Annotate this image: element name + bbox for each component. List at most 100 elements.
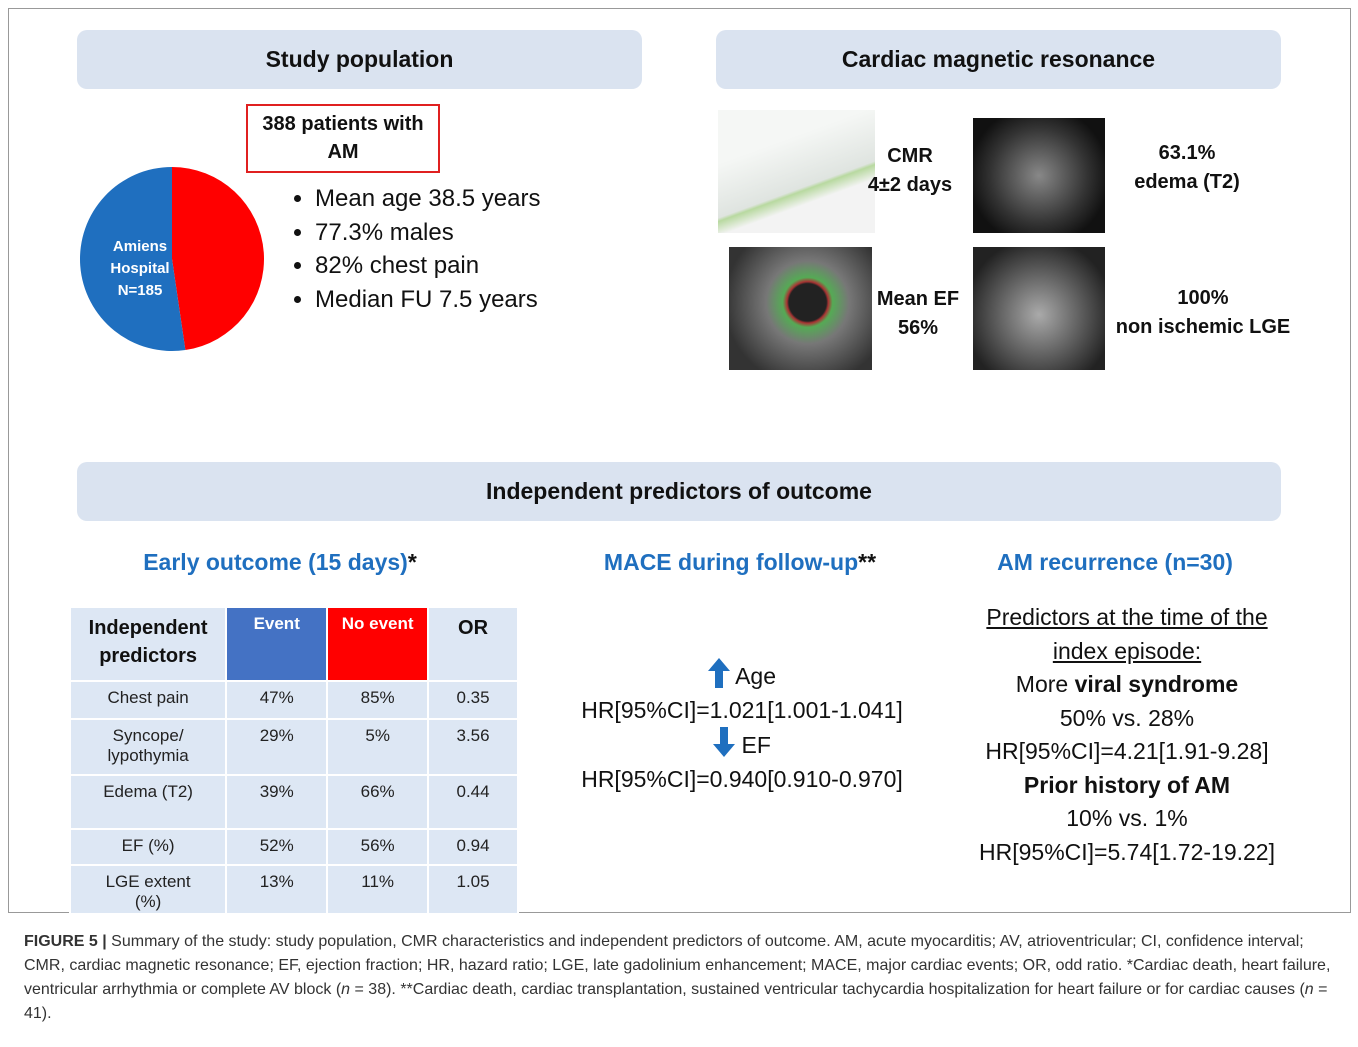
footnote-mark: ** <box>858 549 876 575</box>
cell-text: 52% <box>260 836 294 855</box>
line: EF <box>542 727 942 763</box>
table-row: Syncope/ lypothymia 29% 5% 3.56 <box>70 719 518 775</box>
caption-label: FIGURE 5 | <box>24 933 107 950</box>
bullet: Mean age 38.5 years <box>315 182 540 216</box>
cell-text: 56% <box>361 836 395 855</box>
category: Amiens Hospital <box>105 236 175 280</box>
subtitle-text: AM recurrence (n=30) <box>997 549 1233 575</box>
percentages: 50% vs. 28% <box>957 702 1297 736</box>
pie-label: ICPS HospitalN=203 <box>15 236 85 302</box>
value-label: N=185 <box>105 280 175 302</box>
cell-text: Edema (T2) <box>103 782 193 801</box>
page: Study population Cardiac magnetic resona… <box>0 0 1358 1047</box>
line: Mean EF <box>808 285 1028 314</box>
table-cell: 3.56 <box>428 719 518 775</box>
table-cell: 11% <box>327 865 428 914</box>
pie-slice <box>172 167 264 350</box>
cell-text: 1.05 <box>457 872 490 891</box>
cell-text: Syncope/ lypothymia <box>107 726 188 765</box>
cell-text: 5% <box>365 726 390 745</box>
cell-text: 0.35 <box>457 688 490 707</box>
cell-text: 11% <box>361 872 394 891</box>
subtitle: AM recurrence (n=30) <box>885 549 1345 576</box>
hazard-ratio: HR[95%CI]=4.21[1.91-9.28] <box>957 735 1297 769</box>
section-header: Study population <box>77 30 642 89</box>
cell-text: 29% <box>260 726 294 745</box>
cell-text: 47% <box>260 688 294 707</box>
pie-chart <box>70 160 280 360</box>
hazard-ratio: HR[95%CI]=0.940[0.910-0.970] <box>542 763 942 797</box>
percentages: 10% vs. 1% <box>957 802 1297 836</box>
down-arrow <box>713 727 735 757</box>
table-cell: EF (%) <box>70 829 226 865</box>
table-cell: 52% <box>226 829 327 865</box>
line: 63.1% <box>1077 139 1297 168</box>
text: More <box>1016 671 1075 697</box>
section-header: Cardiac magnetic resonance <box>716 30 1281 89</box>
cell-text: EF (%) <box>122 836 175 855</box>
caption-text: = 38). **Cardiac death, cardiac transpla… <box>350 981 1305 998</box>
cell-text: 0.94 <box>457 836 490 855</box>
cmr-label: 100%non ischemic LGE <box>1093 284 1313 342</box>
line: 100% <box>1093 284 1313 313</box>
line: 56% <box>808 314 1028 343</box>
mace-block: Age HR[95%CI]=1.021[1.001-1.041] EF HR[9… <box>542 658 942 796</box>
cell-text: 3.56 <box>457 726 490 745</box>
bullet: 82% chest pain <box>315 249 540 283</box>
value-label: N=203 <box>15 280 85 302</box>
cell-text: 0.44 <box>457 782 490 801</box>
line: edema (T2) <box>1077 168 1297 197</box>
section-header: Independent predictors of outcome <box>77 462 1281 521</box>
label: Age <box>735 663 776 689</box>
cell-text: 66% <box>361 782 395 801</box>
line: non ischemic LGE <box>1093 313 1313 342</box>
footnote-mark: * <box>408 549 417 575</box>
table-cell: 66% <box>327 775 428 829</box>
header-cell: Event <box>226 607 327 681</box>
caption: FIGURE 5 | Summary of the study: study p… <box>24 930 1336 1026</box>
table-cell: 13% <box>226 865 327 914</box>
header-cell: No event <box>327 607 428 681</box>
hazard-ratio: HR[95%CI]=5.74[1.72-19.22] <box>957 836 1297 870</box>
table-cell: 39% <box>226 775 327 829</box>
line: Age <box>542 658 942 694</box>
table-cell: 0.35 <box>428 681 518 719</box>
cmr-label: 63.1%edema (T2) <box>1077 139 1297 197</box>
subtitle-text: MACE during follow-up <box>604 549 858 575</box>
line: 4±2 days <box>800 171 1020 200</box>
up-arrow <box>708 658 730 688</box>
heading: Predictors at the time of the index epis… <box>957 601 1297 668</box>
subtitle: Early outcome (15 days)* <box>50 549 510 576</box>
recurrence-block: Predictors at the time of the index epis… <box>957 601 1297 869</box>
cell-text: 85% <box>361 688 395 707</box>
table-row: Chest pain 47% 85% 0.35 <box>70 681 518 719</box>
hazard-ratio: HR[95%CI]=1.021[1.001-1.041] <box>542 694 942 728</box>
header-row: Independent predictorsEventNo eventOR <box>70 607 518 681</box>
table-cell: LGE extent (%) <box>70 865 226 914</box>
cell-text: 39% <box>260 782 294 801</box>
table-cell: 85% <box>327 681 428 719</box>
header-cell: Independent predictors <box>70 607 226 681</box>
table-row: Edema (T2) 39% 66% 0.44 <box>70 775 518 829</box>
table-cell: Edema (T2) <box>70 775 226 829</box>
table-cell: 56% <box>327 829 428 865</box>
label: EF <box>742 732 771 758</box>
table-row: EF (%) 52% 56% 0.94 <box>70 829 518 865</box>
header-cell: OR <box>428 607 518 681</box>
cell-text: 13% <box>260 872 294 891</box>
bullet: 77.3% males <box>315 216 540 250</box>
line: More viral syndrome <box>957 668 1297 702</box>
caption-text: n <box>1305 981 1314 998</box>
bullet-list: Mean age 38.5 years77.3% males82% chest … <box>290 182 540 316</box>
table-cell: Chest pain <box>70 681 226 719</box>
table-cell: 0.44 <box>428 775 518 829</box>
table-cell: 29% <box>226 719 327 775</box>
caption-text: n <box>341 981 350 998</box>
cell-text: Chest pain <box>107 688 188 707</box>
table-cell: 0.94 <box>428 829 518 865</box>
cell-text: LGE extent (%) <box>106 872 191 911</box>
